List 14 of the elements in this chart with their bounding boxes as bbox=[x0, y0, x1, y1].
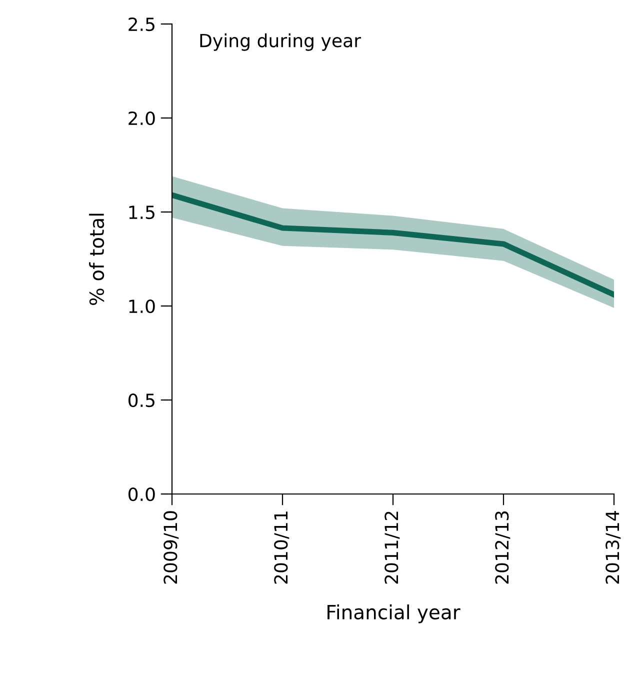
x-tick-label: 2009/10 bbox=[164, 511, 179, 584]
y-tick-label: 2.5 bbox=[128, 17, 154, 32]
y-tick-label: 2.0 bbox=[128, 111, 155, 126]
x-tick-label: 2010/11 bbox=[274, 512, 290, 584]
x-tick-label: 2013/14 bbox=[606, 510, 621, 584]
x-tick-label: 2012/13 bbox=[495, 511, 510, 584]
x-axis-title: Financial year bbox=[328, 604, 460, 624]
annotation: Dying during year bbox=[200, 33, 362, 51]
y-tick-label: 1.5 bbox=[129, 206, 154, 220]
y-tick-label: 0.5 bbox=[128, 393, 154, 408]
x-tick-label: 2011/12 bbox=[384, 512, 400, 584]
y-axis-title: % of total bbox=[89, 214, 104, 305]
y-tick-label: 0.0 bbox=[128, 487, 155, 502]
y-tick-label: 1.0 bbox=[129, 299, 155, 314]
